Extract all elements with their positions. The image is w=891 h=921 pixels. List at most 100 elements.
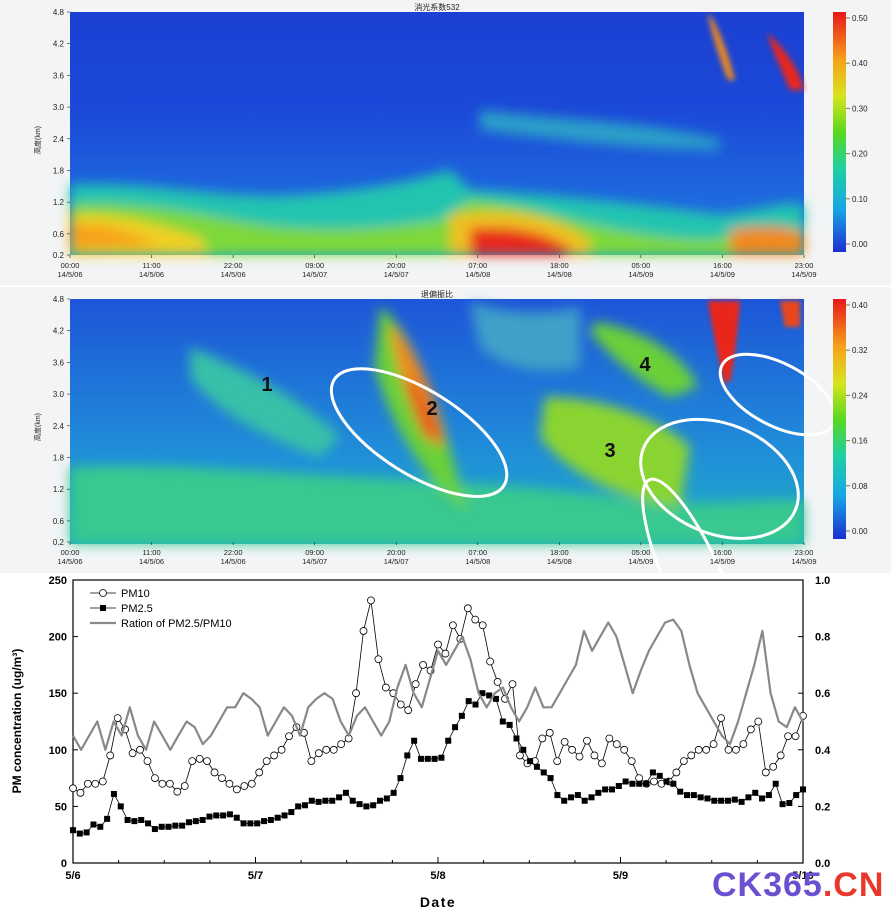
pm25-point xyxy=(206,813,213,820)
pm10-point xyxy=(597,759,606,768)
pm10-point xyxy=(277,745,286,754)
pm10-point xyxy=(180,782,189,790)
lidar1-xtick-date: 14/5/08 xyxy=(465,270,490,279)
pm25-point xyxy=(131,818,138,825)
pm10-point xyxy=(165,779,174,788)
pm10-point xyxy=(568,745,576,754)
lidar2-xtick-time: 09:00 xyxy=(305,548,324,557)
pm25-point xyxy=(533,763,540,770)
pm10-point xyxy=(359,627,368,635)
pm10-point xyxy=(419,661,428,669)
pm10-point xyxy=(113,714,122,723)
lidar1-xtick-date: 14/5/09 xyxy=(628,270,653,279)
pm25-point xyxy=(588,794,595,801)
lidar2-xtick-time: 16:00 xyxy=(713,548,732,557)
pm25-point xyxy=(404,752,411,759)
lidar2-ytick-label: 4.2 xyxy=(53,327,65,336)
pm10-point xyxy=(322,745,331,754)
pm25-point xyxy=(315,798,322,805)
lidar2-xtick-time: 20:00 xyxy=(387,548,406,557)
pm25-point xyxy=(288,809,295,816)
pm25-point xyxy=(663,778,670,785)
pm-xlabel: Date xyxy=(420,894,456,910)
pm25-point xyxy=(117,803,124,810)
lidar2-aerosol-layers xyxy=(70,302,804,544)
lidar2-ytick-label: 3.0 xyxy=(53,390,65,399)
lidar1-ytick-label: 4.8 xyxy=(53,8,65,17)
pm25-point xyxy=(602,786,609,793)
pm25-point xyxy=(793,792,800,799)
pm10-point xyxy=(732,745,740,754)
pm10-point xyxy=(478,621,487,630)
pm10-point xyxy=(635,774,644,783)
pm25-point xyxy=(226,811,233,818)
pm10-point xyxy=(583,736,591,745)
pm25-point xyxy=(76,830,83,837)
lidar1-ytick-label: 1.2 xyxy=(53,198,65,207)
lidar1-ytick-label: 0.6 xyxy=(53,230,65,239)
pm-xtick-label: 5/9 xyxy=(613,870,628,882)
region-ellipse-3 xyxy=(639,417,800,540)
pm25-point xyxy=(83,829,90,836)
pm25-point xyxy=(397,775,404,782)
pm-xtick-label: 5/7 xyxy=(248,870,263,882)
pm10-point xyxy=(434,640,442,649)
pm25-point xyxy=(759,795,766,802)
lidar1-cb-tick-label: 0.30 xyxy=(852,104,868,113)
lidar1-xtick-time: 16:00 xyxy=(713,261,732,270)
pm25-point xyxy=(261,818,268,825)
pm25-point xyxy=(110,790,117,797)
pm10-point xyxy=(158,779,167,788)
lidar1-ytick-label: 3.0 xyxy=(53,103,65,112)
lidar2-cb-tick-label: 0.40 xyxy=(852,301,868,310)
pm10-point xyxy=(255,768,264,777)
pm25-point xyxy=(179,822,186,829)
lidar2-yticks: 4.8 4.2 3.6 3.0 2.4 1.8 1.2 0.6 0.2 xyxy=(53,295,70,547)
pm25-point xyxy=(568,794,575,801)
pm25-point xyxy=(684,792,691,799)
pm25-point xyxy=(383,795,390,802)
pm10-point xyxy=(448,621,457,630)
lidar-panel-depolarization: 1 2 3 4 退偏振比 高度(km) 4.8 4.2 3.6 3.0 2.4 1.8 1.… xyxy=(33,289,868,573)
pm25-point xyxy=(786,800,793,807)
pm25-point xyxy=(561,797,568,804)
pm25-point xyxy=(595,789,602,796)
pm25-point xyxy=(554,792,561,799)
lidar1-colorbar-ticks: 0.50 0.40 0.30 0.20 0.10 0.00 xyxy=(846,14,868,249)
lidar1-aerosol-layers xyxy=(70,110,804,255)
lidar2-xtick-time: 05:00 xyxy=(631,548,650,557)
pm10-point xyxy=(717,714,725,723)
region-label-4: 4 xyxy=(639,354,651,376)
pm10-point xyxy=(679,757,688,766)
lidar1-xticks: 00:0014/5/0611:0014/5/0622:0014/5/0609:0… xyxy=(57,255,817,279)
pm25-point xyxy=(472,701,479,708)
pm-ytick-label: 0 xyxy=(61,858,67,870)
pm25-point xyxy=(779,801,786,808)
pm10-point xyxy=(769,762,778,771)
lidar2-xtick-time: 23:00 xyxy=(795,548,814,557)
pm25-point xyxy=(738,798,745,805)
lidar1-ytick-label: 1.8 xyxy=(53,166,65,175)
lidar2-ytick-label: 1.8 xyxy=(53,453,65,462)
region-label-3: 3 xyxy=(604,440,615,462)
pm25-point xyxy=(520,746,527,753)
lidar2-colorbar xyxy=(833,299,846,539)
lidar2-ylabel: 高度(km) xyxy=(33,413,42,441)
lidar2-cb-tick-label: 0.24 xyxy=(852,391,868,400)
lidar2-ytick-label: 1.2 xyxy=(53,485,65,494)
pm10-point xyxy=(791,732,800,741)
pm-ytick-label: 200 xyxy=(49,632,67,644)
lidar2-xtick-time: 22:00 xyxy=(224,548,243,557)
lidar1-xtick-time: 05:00 xyxy=(631,261,650,270)
lidar1-colorbar xyxy=(833,12,846,252)
lidar2-title: 退偏振比 xyxy=(421,289,453,299)
pm25-point xyxy=(390,789,397,796)
pm10-point xyxy=(650,777,658,786)
lidar1-xtick-time: 20:00 xyxy=(387,261,406,270)
lidar2-cb-tick-label: 0.00 xyxy=(852,527,868,536)
pm25-point xyxy=(322,797,329,804)
lidar2-xtick-date: 14/5/07 xyxy=(384,557,409,566)
pm25-point xyxy=(145,820,152,827)
pm25-point xyxy=(274,814,281,821)
lidar1-yticks: 4.8 4.2 3.6 3.0 2.4 1.8 1.2 0.6 0.2 xyxy=(53,8,70,260)
